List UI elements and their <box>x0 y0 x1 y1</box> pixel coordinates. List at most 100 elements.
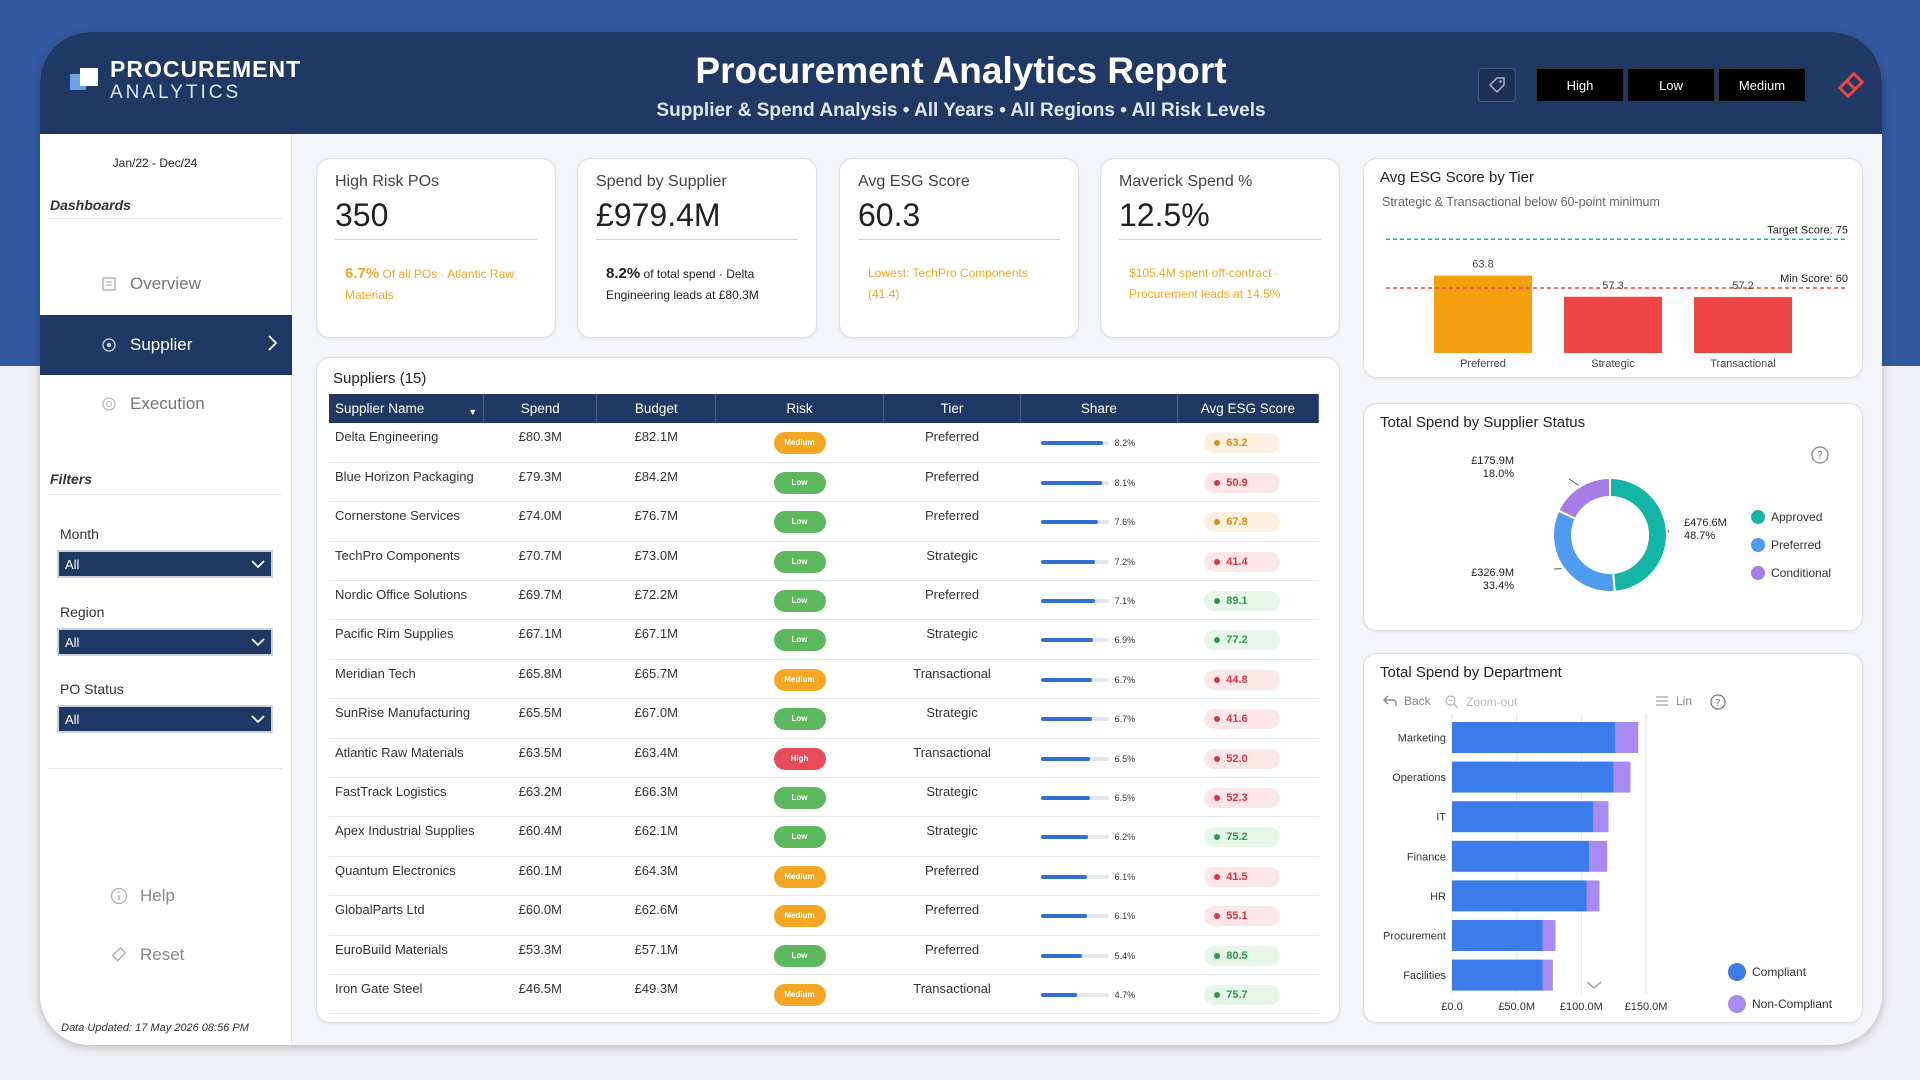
kpi-value: 12.5% <box>1119 197 1210 233</box>
risk-badge: Low <box>773 471 826 494</box>
cell-spend: £60.1M <box>483 856 597 897</box>
back-button[interactable]: Back <box>1382 694 1431 708</box>
table-row[interactable]: Meridian Tech £65.8M £65.7M Medium Transacti… <box>329 659 1319 700</box>
help-icon[interactable]: ? <box>1810 445 1830 470</box>
bar-value-label: 63.8 <box>1472 259 1493 271</box>
cell-risk: Medium <box>715 974 884 1015</box>
table-row[interactable]: Cornerstone Services £74.0M £76.7M Low Prefe… <box>329 501 1319 542</box>
column-header-share[interactable]: Share <box>1020 394 1178 423</box>
table-row[interactable]: Pacific Rim Supplies £67.1M £67.1M Low Strat… <box>329 619 1319 660</box>
x-tick-label: Transactional <box>1710 358 1776 370</box>
status-dot-icon <box>1214 834 1221 841</box>
share-value: 6.1% <box>1114 911 1136 922</box>
cell-esg: 75.2 <box>1177 816 1319 857</box>
share-bar <box>1040 677 1109 682</box>
cell-tier: Preferred <box>883 856 1021 897</box>
table-row[interactable]: FastTrack Logistics £63.2M £66.3M Low Strate… <box>329 777 1319 818</box>
column-header-risk[interactable]: Risk <box>715 394 885 423</box>
column-header-name[interactable]: Supplier Name ▼ <box>329 394 485 423</box>
cell-supplier-name: Blue Horizon Packaging <box>329 462 484 503</box>
bar-transactional <box>1694 297 1792 353</box>
bar-preferred <box>1434 275 1532 353</box>
table-row[interactable]: Apex Industrial Supplies £60.4M £62.1M Low S… <box>329 816 1319 857</box>
kpi-note-text: Of all POs · Atlantic Raw Materials <box>345 267 514 302</box>
clear-filters-button[interactable] <box>1832 66 1870 104</box>
filter-po-status-select[interactable]: All <box>57 705 273 733</box>
status-dot-icon <box>1214 519 1221 526</box>
kpi-card-spend: Spend by Supplier £979.4M 8.2% of total … <box>577 158 817 338</box>
filter-region-select[interactable]: All <box>57 628 273 656</box>
column-header-spend[interactable]: Spend <box>483 394 598 423</box>
nav-item-supplier[interactable]: Supplier <box>40 315 292 375</box>
table-row[interactable]: Blue Horizon Packaging £79.3M £84.2M Low Pre… <box>329 462 1319 503</box>
table-row[interactable]: Atlantic Raw Materials £63.5M £63.4M High Tr… <box>329 738 1319 779</box>
cell-esg: 50.9 <box>1177 462 1319 503</box>
table-row[interactable]: Delta Engineering £80.3M £82.1M Medium Prefe… <box>329 423 1319 463</box>
cell-tier: Preferred <box>883 423 1021 463</box>
cell-budget: £76.7M <box>596 501 716 542</box>
share-bar <box>1040 796 1109 801</box>
cell-supplier-name: Pacific Rim Supplies <box>329 619 484 660</box>
back-arrow-icon <box>1383 695 1397 706</box>
cell-supplier-name: SunRise Manufacturing <box>329 698 484 739</box>
filters-heading: Filters <box>50 471 93 487</box>
supplier-status-card: Total Spend by Supplier Status ? £476.6M… <box>1363 403 1863 631</box>
legend-label: Conditional <box>1771 566 1831 580</box>
zoom-out-button[interactable]: Zoom-out <box>1444 694 1517 710</box>
help-link[interactable]: Help <box>110 886 175 906</box>
cell-share: 6.1% <box>1020 856 1178 897</box>
share-value: 8.1% <box>1114 477 1136 488</box>
donut-slice-preferred <box>1552 509 1616 593</box>
table-row[interactable]: Iron Gate Steel £46.5M £49.3M Medium Transac… <box>329 974 1319 1015</box>
bar-compliant-operations <box>1452 761 1614 793</box>
filter-po-status-value: All <box>65 711 80 727</box>
scale-toggle-button[interactable]: Lin <box>1654 694 1692 708</box>
kpi-note-text: of total spend · Delta Engineering leads… <box>606 267 759 302</box>
column-header-tier[interactable]: Tier <box>883 394 1022 423</box>
table-row[interactable]: Nordic Office Solutions £69.7M £72.2M Low Pr… <box>329 580 1319 621</box>
risk-filter-high-button[interactable]: High <box>1536 68 1624 102</box>
nav-item-overview[interactable]: Overview <box>40 254 292 314</box>
cell-supplier-name: Delta Engineering <box>329 423 484 463</box>
cell-risk: Medium <box>715 895 884 936</box>
table-row[interactable]: TechPro Components £70.7M £73.0M Low Strateg… <box>329 541 1319 582</box>
esg-score-value: 75.2 <box>1226 831 1248 844</box>
cell-supplier-name: EuroBuild Materials <box>329 935 484 975</box>
help-icon[interactable]: ? <box>1709 693 1727 716</box>
legend-swatch <box>1751 566 1765 580</box>
column-header-budget[interactable]: Budget <box>596 394 717 423</box>
filter-month-select[interactable]: All <box>57 550 273 578</box>
cell-tier: Preferred <box>883 580 1021 621</box>
table-row[interactable]: Quantum Electronics £60.1M £64.3M Medium Pre… <box>329 856 1319 897</box>
tag-button[interactable] <box>1478 68 1516 102</box>
kpi-note-strong: 6.7% <box>345 265 380 282</box>
risk-badge: Low <box>773 944 826 967</box>
column-header-esg[interactable]: Avg ESG Score <box>1177 394 1320 423</box>
risk-filter-medium-button[interactable]: Medium <box>1718 68 1806 102</box>
status-dot-icon <box>1214 676 1221 683</box>
table-row[interactable]: GlobalParts Ltd £60.0M £62.6M Medium Preferr… <box>329 895 1319 936</box>
esg-score-value: 52.0 <box>1226 752 1248 765</box>
kpi-title: Maverick Spend % <box>1119 173 1253 190</box>
report-icon <box>100 275 118 293</box>
bar-compliant-facilities <box>1452 959 1543 991</box>
esg-score-badge: 41.5 <box>1204 866 1281 887</box>
divider <box>858 239 1060 240</box>
bar-noncompliant-facilities <box>1542 959 1553 991</box>
nav-item-execution[interactable]: Execution <box>40 374 292 434</box>
eraser-icon <box>110 946 128 964</box>
kpi-value: £979.4M <box>596 197 721 233</box>
table-row[interactable]: SunRise Manufacturing £65.5M £67.0M Low Stra… <box>329 698 1319 739</box>
slice-percent-label: 33.4% <box>1483 580 1514 592</box>
share-value: 7.2% <box>1114 556 1136 567</box>
cell-supplier-name: TechPro Components <box>329 541 484 582</box>
cell-spend: £70.7M <box>483 541 597 582</box>
risk-filter-low-button[interactable]: Low <box>1627 68 1715 102</box>
risk-badge: Low <box>773 629 826 652</box>
reset-link[interactable]: Reset <box>110 945 184 965</box>
dashboard-frame: PROCUREMENT ANALYTICS Procurement Analyt… <box>40 32 1882 1045</box>
esg-score-value: 63.2 <box>1226 437 1248 449</box>
table-row[interactable]: EuroBuild Materials £53.3M £57.1M Low Prefer… <box>329 935 1319 975</box>
cell-budget: £57.1M <box>596 935 716 975</box>
brand-line2: ANALYTICS <box>110 82 242 103</box>
